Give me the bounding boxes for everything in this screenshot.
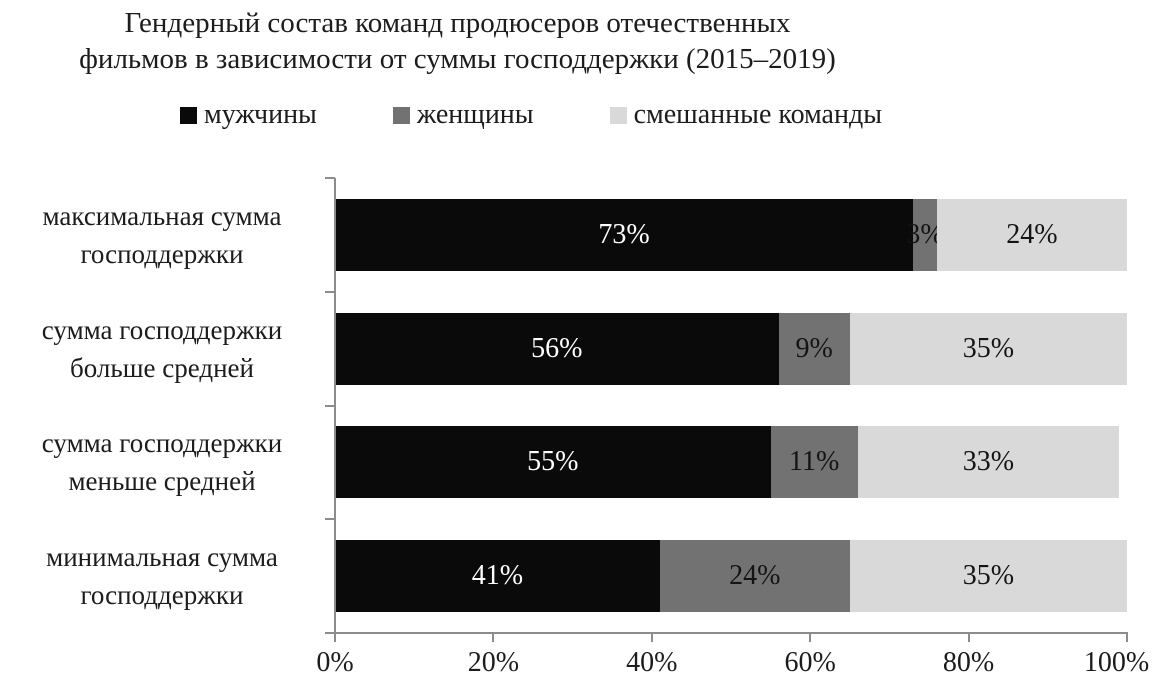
chart-title-line-2: фильмов в зависимости от суммы господдер… [79,43,836,75]
x-axis-tick-label: 100% [1083,647,1150,678]
x-axis-tick-label: 80% [942,647,995,678]
x-axis-tick-label: 0% [316,647,354,678]
legend-item-men: мужчины [180,99,317,131]
x-axis-tick [809,632,812,642]
legend-swatch-mixed-teams-icon [609,106,627,124]
bar-value-label: 9% [795,332,833,364]
legend-label: мужчины [204,99,317,130]
bar-segment-mixed-teams: 33% [857,426,1120,499]
bar-segment-women: 3% [906,198,944,271]
legend-swatch-women-icon [392,106,410,124]
bar-value-label: 35% [962,560,1015,592]
x-axis-line [325,632,1127,634]
legend-swatch-men-icon [180,106,197,124]
bar-segment-mixed-teams: 35% [849,312,1127,385]
chart-title-line-1: Гендерный состав команд продюсеров отече… [124,7,791,39]
x-axis-tick-label: 60% [784,647,836,678]
category-label: сумма господдержки меньше средней [0,406,324,520]
category-label-line: меньше средней [68,466,256,497]
bar-value-label: 56% [531,332,583,364]
category-label-line: сумма господдержки [41,428,283,459]
bar-segment-men: 56% [335,312,779,385]
y-axis-tick [325,404,335,407]
bar-value-label: 24% [1006,218,1058,250]
y-axis-tick [325,177,335,179]
bar-segment-women: 24% [659,540,850,613]
bar-segment-men: 73% [335,198,914,271]
category-label-line: господдержки [80,580,244,611]
x-axis-tick-label: 40% [626,647,678,678]
y-axis-line [334,178,336,642]
y-axis-tick [325,632,335,634]
category-label: максимальная сумма господдержки [0,178,324,292]
legend-label: смешанные команды [633,99,883,130]
bar-value-label: 35% [962,332,1015,364]
legend-label: женщины [416,99,534,130]
category-label-line: господдержки [80,238,244,269]
bar-segment-mixed-teams: 35% [849,540,1127,613]
legend-item-women: женщины [392,99,534,131]
bar-value-label: 73% [598,218,650,250]
category-label-line: минимальная сумма [46,542,278,573]
bar-segment-women: 9% [778,312,850,385]
chart-title: Гендерный состав команд продюсеров отече… [10,5,905,77]
x-axis-tick [1126,632,1128,642]
bar-segment-men: 41% [335,540,660,613]
x-axis-tick [492,632,495,642]
y-axis-tick [325,518,335,521]
bar-value-label: 55% [527,446,579,478]
x-axis-tick [967,632,970,642]
bar-value-label: 24% [729,560,781,592]
category-label-line: сумма господдержки [41,314,283,345]
bar-value-label: 11% [789,446,840,478]
bar-row: 73% 3% 24% [335,198,1127,271]
bar-row: 56% 9% 35% [335,312,1127,385]
category-label-line: больше средней [70,352,254,383]
x-axis-tick [650,632,653,642]
bar-value-label: 41% [471,560,524,592]
y-axis-tick [325,290,335,293]
bar-value-label: 33% [962,446,1015,478]
bar-segment-mixed-teams: 24% [936,198,1127,271]
legend-item-mixed-teams: смешанные команды [609,99,883,131]
category-label: сумма господдержки больше средней [0,292,324,406]
bar-segment-men: 55% [335,426,771,499]
legend: мужчины женщины смешанные команды [180,99,882,131]
bar-segment-women: 11% [770,426,858,499]
bar-row: 55% 11% 33% [335,426,1127,499]
bar-row: 41% 24% 35% [335,540,1127,613]
category-label-line: максимальная сумма [42,200,282,231]
x-axis-tick [334,632,336,642]
category-label: минимальная сумма господдержки [0,519,324,633]
x-axis-tick-label: 20% [467,647,520,678]
